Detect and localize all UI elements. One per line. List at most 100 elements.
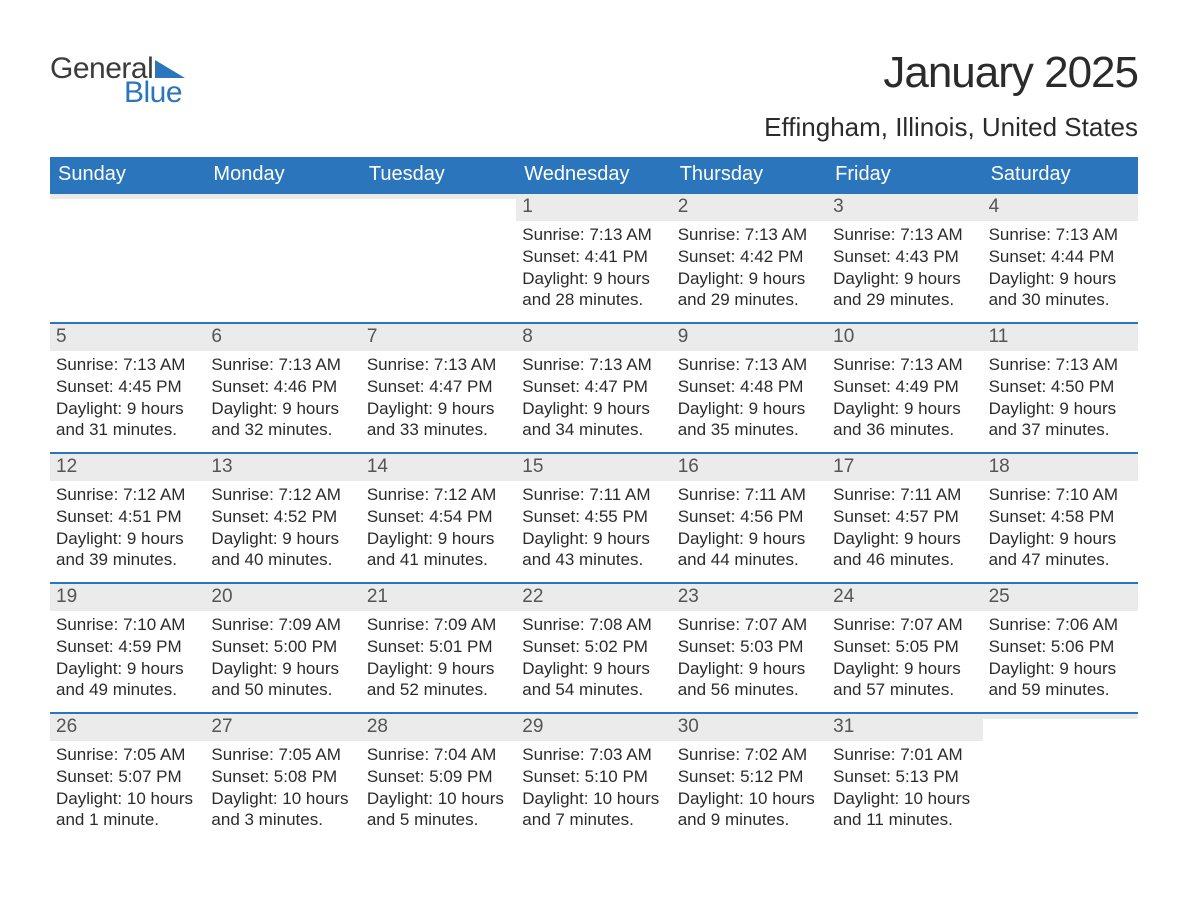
daylight-line-1: Daylight: 9 hours: [989, 528, 1132, 550]
day-number-strip: 10: [827, 324, 982, 351]
daylight-line-1: Daylight: 9 hours: [833, 528, 976, 550]
sunrise-line: Sunrise: 7:13 AM: [522, 224, 665, 246]
sunset-line: Sunset: 4:48 PM: [678, 376, 821, 398]
day-number-strip: 25: [983, 584, 1138, 611]
day-number-strip: 30: [672, 714, 827, 741]
sunset-line: Sunset: 5:10 PM: [522, 766, 665, 788]
logo: General Blue: [50, 52, 185, 110]
weekday-thursday: Thursday: [672, 157, 827, 194]
day-body: Sunrise: 7:13 AMSunset: 4:44 PMDaylight:…: [989, 224, 1132, 311]
daylight-line-2: and 28 minutes.: [522, 289, 665, 311]
day-number-strip: 9: [672, 324, 827, 351]
day-number: 11: [989, 326, 1009, 347]
daylight-line-1: Daylight: 9 hours: [211, 398, 354, 420]
week-row: 1Sunrise: 7:13 AMSunset: 4:41 PMDaylight…: [50, 194, 1138, 322]
day-cell: 16Sunrise: 7:11 AMSunset: 4:56 PMDayligh…: [672, 454, 827, 582]
day-body: Sunrise: 7:10 AMSunset: 4:59 PMDaylight:…: [56, 614, 199, 701]
day-number-strip: 18: [983, 454, 1138, 481]
day-cell: 9 Sunrise: 7:13 AMSunset: 4:48 PMDaylight…: [672, 324, 827, 452]
day-cell: 12Sunrise: 7:12 AMSunset: 4:51 PMDayligh…: [50, 454, 205, 582]
day-number: 14: [367, 456, 388, 477]
day-number: 24: [833, 586, 854, 607]
day-number-strip: 26: [50, 714, 205, 741]
day-body: Sunrise: 7:13 AMSunset: 4:50 PMDaylight:…: [989, 354, 1132, 441]
daylight-line-1: Daylight: 9 hours: [56, 658, 199, 680]
daylight-line-2: and 9 minutes.: [678, 809, 821, 831]
daylight-line-2: and 29 minutes.: [678, 289, 821, 311]
day-number-strip: 17: [827, 454, 982, 481]
day-cell: 11 Sunrise: 7:13 AMSunset: 4:50 PMDayligh…: [983, 324, 1138, 452]
day-cell: 19 Sunrise: 7:10 AMSunset: 4:59 PMDayligh…: [50, 584, 205, 712]
month-title: January 2025: [764, 48, 1138, 98]
sunset-line: Sunset: 4:54 PM: [367, 506, 510, 528]
sunset-line: Sunset: 4:49 PM: [833, 376, 976, 398]
sunrise-line: Sunrise: 7:04 AM: [367, 744, 510, 766]
sunset-line: Sunset: 5:02 PM: [522, 636, 665, 658]
sunrise-line: Sunrise: 7:11 AM: [833, 484, 976, 506]
sunset-line: Sunset: 5:13 PM: [833, 766, 976, 788]
sunset-line: Sunset: 5:00 PM: [211, 636, 354, 658]
daylight-line-1: Daylight: 10 hours: [56, 788, 199, 810]
daylight-line-2: and 49 minutes.: [56, 679, 199, 701]
daylight-line-2: and 7 minutes.: [522, 809, 665, 831]
day-body: Sunrise: 7:13 AMSunset: 4:46 PMDaylight:…: [211, 354, 354, 441]
daylight-line-1: Daylight: 9 hours: [367, 658, 510, 680]
sunset-line: Sunset: 5:08 PM: [211, 766, 354, 788]
day-number-strip: 24: [827, 584, 982, 611]
week-row: 19 Sunrise: 7:10 AMSunset: 4:59 PMDayligh…: [50, 582, 1138, 712]
daylight-line-1: Daylight: 9 hours: [56, 398, 199, 420]
day-body: Sunrise: 7:12 AMSunset: 4:54 PMDaylight:…: [367, 484, 510, 571]
sunrise-line: Sunrise: 7:09 AM: [367, 614, 510, 636]
daylight-line-2: and 46 minutes.: [833, 549, 976, 571]
weekday-wednesday: Wednesday: [516, 157, 671, 194]
daylight-line-1: Daylight: 9 hours: [989, 398, 1132, 420]
day-cell: [50, 194, 205, 322]
day-body: Sunrise: 7:06 AMSunset: 5:06 PMDaylight:…: [989, 614, 1132, 701]
day-number-strip: 2: [672, 194, 827, 221]
day-number-strip: 27: [205, 714, 360, 741]
daylight-line-2: and 40 minutes.: [211, 549, 354, 571]
daylight-line-2: and 31 minutes.: [56, 419, 199, 441]
day-body: Sunrise: 7:03 AMSunset: 5:10 PMDaylight:…: [522, 744, 665, 831]
sunrise-line: Sunrise: 7:12 AM: [211, 484, 354, 506]
daylight-line-2: and 57 minutes.: [833, 679, 976, 701]
daylight-line-1: Daylight: 9 hours: [833, 398, 976, 420]
daylight-line-2: and 36 minutes.: [833, 419, 976, 441]
sunrise-line: Sunrise: 7:06 AM: [989, 614, 1132, 636]
week-row: 5Sunrise: 7:13 AMSunset: 4:45 PMDaylight…: [50, 322, 1138, 452]
day-body: Sunrise: 7:10 AMSunset: 4:58 PMDaylight:…: [989, 484, 1132, 571]
sunset-line: Sunset: 4:51 PM: [56, 506, 199, 528]
day-cell: [205, 194, 360, 322]
day-number: 16: [678, 456, 699, 477]
header: General Blue January 2025 Effingham, Ill…: [50, 48, 1138, 143]
day-body: Sunrise: 7:11 AMSunset: 4:57 PMDaylight:…: [833, 484, 976, 571]
day-number: 29: [522, 716, 543, 737]
sunset-line: Sunset: 5:12 PM: [678, 766, 821, 788]
weekday-header-row: SundayMondayTuesdayWednesdayThursdayFrid…: [50, 157, 1138, 194]
day-body: Sunrise: 7:07 AMSunset: 5:05 PMDaylight:…: [833, 614, 976, 701]
daylight-line-2: and 32 minutes.: [211, 419, 354, 441]
daylight-line-1: Daylight: 9 hours: [522, 268, 665, 290]
day-number: 8: [522, 326, 533, 347]
sunrise-line: Sunrise: 7:02 AM: [678, 744, 821, 766]
daylight-line-2: and 50 minutes.: [211, 679, 354, 701]
day-body: Sunrise: 7:13 AMSunset: 4:48 PMDaylight:…: [678, 354, 821, 441]
day-number: 26: [56, 716, 77, 737]
day-cell: [983, 714, 1138, 842]
day-number-strip: 12: [50, 454, 205, 481]
day-cell: 1Sunrise: 7:13 AMSunset: 4:41 PMDaylight…: [516, 194, 671, 322]
daylight-line-1: Daylight: 9 hours: [522, 528, 665, 550]
daylight-line-2: and 43 minutes.: [522, 549, 665, 571]
day-cell: 6Sunrise: 7:13 AMSunset: 4:46 PMDaylight…: [205, 324, 360, 452]
day-cell: 15Sunrise: 7:11 AMSunset: 4:55 PMDayligh…: [516, 454, 671, 582]
sunset-line: Sunset: 4:50 PM: [989, 376, 1132, 398]
weekday-sunday: Sunday: [50, 157, 205, 194]
weekday-monday: Monday: [205, 157, 360, 194]
day-number: 19: [56, 586, 77, 607]
daylight-line-1: Daylight: 10 hours: [367, 788, 510, 810]
daylight-line-2: and 30 minutes.: [989, 289, 1132, 311]
daylight-line-1: Daylight: 10 hours: [522, 788, 665, 810]
week-row: 26Sunrise: 7:05 AMSunset: 5:07 PMDayligh…: [50, 712, 1138, 842]
sunrise-line: Sunrise: 7:13 AM: [833, 224, 976, 246]
day-cell: 4Sunrise: 7:13 AMSunset: 4:44 PMDaylight…: [983, 194, 1138, 322]
